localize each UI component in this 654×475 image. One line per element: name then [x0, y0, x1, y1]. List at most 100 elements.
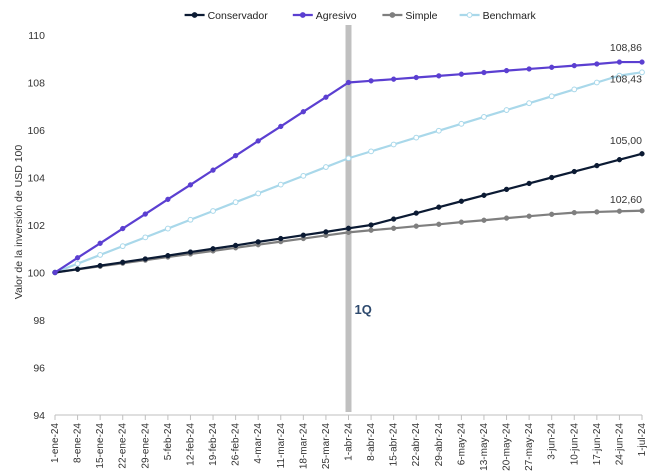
data-point — [277, 181, 284, 188]
data-point — [503, 67, 510, 74]
data-point — [526, 100, 533, 107]
legend-label: Conservador — [208, 10, 269, 22]
data-point — [278, 123, 284, 130]
data-point — [323, 164, 329, 170]
data-point — [368, 227, 374, 233]
data-point — [549, 64, 555, 70]
plot-area: 94 96 98 100 102 104 106 108 110 1-ene-24 8-ene-24… — [27, 25, 648, 471]
data-point — [391, 225, 397, 231]
data-point — [526, 66, 532, 72]
data-point — [142, 234, 149, 241]
data-point — [345, 79, 352, 86]
y-tick-label: 98 — [33, 315, 45, 327]
data-point — [549, 211, 555, 217]
x-tick-label: 1-jul-24 — [637, 423, 648, 457]
x-tick-label: 17-jun-24 — [592, 423, 603, 466]
data-point — [503, 186, 510, 193]
data-point — [278, 235, 284, 242]
chart-legend: Conservador Agresivo Simple Benchmark — [184, 10, 536, 22]
data-point — [526, 180, 532, 187]
data-point — [368, 78, 374, 84]
x-tick-label: 15-ene-24 — [95, 423, 106, 469]
y-tick-label: 110 — [28, 30, 45, 42]
data-point — [571, 62, 577, 69]
data-point — [481, 69, 487, 76]
data-point — [616, 72, 623, 79]
x-tick-label: 1-ene-24 — [50, 423, 61, 463]
data-point — [187, 216, 194, 223]
data-point — [594, 162, 600, 169]
x-tick-label: 15-abr-24 — [389, 423, 400, 467]
data-point — [616, 59, 623, 65]
y-tick-label: 102 — [27, 220, 45, 232]
x-tick-label: 6-may-24 — [456, 423, 467, 466]
data-point — [571, 168, 577, 175]
data-point — [436, 73, 442, 79]
data-point — [210, 246, 216, 252]
quarter-marker-label: 1Q — [355, 302, 372, 317]
y-tick-label: 96 — [33, 363, 45, 375]
y-axis-title: Valor de la inversión de USD 100 — [13, 145, 25, 300]
data-point — [74, 266, 81, 272]
end-value-label: 105,00 — [610, 135, 642, 147]
data-point — [593, 79, 600, 86]
x-tick-label: 29-abr-24 — [434, 423, 445, 467]
data-point — [300, 232, 306, 238]
data-point — [436, 204, 442, 210]
legend-swatch-marker — [191, 12, 198, 18]
data-point — [571, 210, 577, 216]
data-point — [413, 134, 420, 141]
data-point — [187, 182, 194, 188]
data-point — [97, 252, 104, 258]
data-point — [210, 208, 216, 214]
data-point — [255, 138, 261, 144]
x-tick-label: 25-mar-24 — [321, 423, 332, 470]
data-point — [52, 269, 58, 276]
x-tick-label: 12-feb-24 — [185, 423, 196, 466]
data-point — [120, 259, 126, 265]
data-point — [345, 225, 352, 231]
data-point — [391, 76, 397, 82]
data-point — [142, 211, 148, 217]
end-value-label: 102,60 — [610, 194, 642, 206]
x-tick-label: 1-abr-24 — [344, 423, 355, 461]
data-point — [300, 109, 306, 115]
y-tick-label: 94 — [33, 410, 45, 422]
data-point — [481, 217, 487, 223]
data-point — [503, 107, 510, 113]
data-point — [323, 94, 329, 100]
data-point — [594, 209, 600, 215]
y-tick-label: 104 — [27, 173, 45, 185]
data-point — [391, 216, 397, 222]
series-benchmark — [52, 69, 645, 276]
x-tick-label: 27-may-24 — [524, 423, 535, 471]
data-point — [187, 249, 194, 255]
x-tick-label: 8-ene-24 — [73, 423, 84, 463]
data-point — [639, 208, 645, 214]
data-point — [413, 74, 419, 81]
x-tick-label: 20-may-24 — [502, 423, 513, 471]
x-tick-label: 5-feb-24 — [163, 423, 174, 461]
legend-label: Simple — [405, 10, 437, 22]
data-point — [413, 223, 419, 229]
data-point — [458, 120, 465, 127]
data-point — [97, 262, 103, 269]
x-tick-label: 8-abr-24 — [366, 423, 377, 461]
data-point — [142, 256, 148, 262]
data-point — [300, 172, 307, 179]
data-point — [458, 71, 465, 77]
data-point — [639, 59, 645, 65]
data-point — [481, 192, 487, 198]
y-tick-label: 106 — [27, 125, 45, 137]
legend-swatch-marker — [466, 12, 473, 18]
data-point — [639, 69, 645, 76]
data-point — [232, 199, 239, 206]
data-point — [639, 151, 645, 157]
data-point — [232, 242, 239, 249]
x-tick-label: 22-ene-24 — [118, 423, 129, 469]
x-tick-label: 11-mar-24 — [276, 423, 287, 469]
x-tick-label: 4-mar-24 — [253, 423, 264, 464]
data-point — [549, 174, 555, 181]
x-tick-label: 22-abr-24 — [411, 423, 422, 467]
